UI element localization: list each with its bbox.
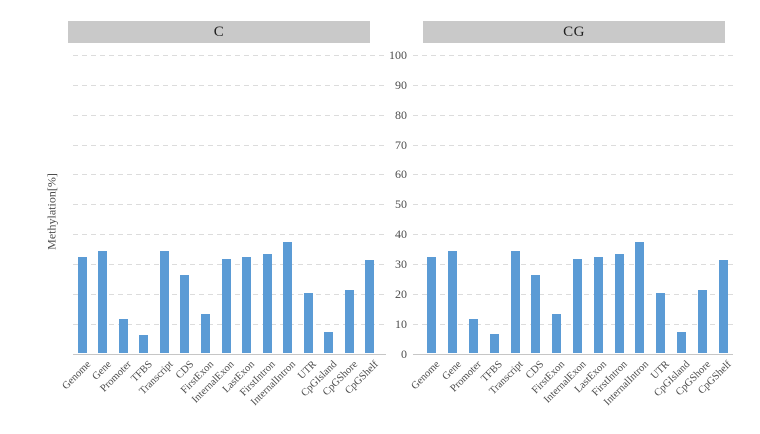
bar-c-tfbs bbox=[139, 334, 149, 354]
y-tick-label: 100 bbox=[389, 48, 407, 62]
bar-c-internalintron bbox=[283, 242, 293, 354]
bar-c-cds bbox=[180, 274, 190, 354]
gridline bbox=[413, 174, 733, 175]
y-tick-label: 50 bbox=[395, 197, 407, 212]
y-tick-label: 30 bbox=[395, 256, 407, 271]
y-tick-label: 20 bbox=[395, 286, 407, 301]
bar-c-lastexon bbox=[242, 257, 252, 354]
gridline bbox=[73, 55, 386, 56]
x-axis-line bbox=[413, 354, 733, 355]
bar-cg-firstexon bbox=[552, 313, 562, 354]
bar-cg-lastexon bbox=[593, 257, 603, 354]
bar-cg-internalintron bbox=[635, 241, 645, 354]
gridline bbox=[73, 145, 386, 146]
gridline bbox=[413, 234, 733, 235]
bar-c-internalexon bbox=[221, 259, 231, 354]
bar-cg-utr bbox=[656, 292, 666, 354]
y-tick-label: 60 bbox=[395, 167, 407, 182]
bar-cg-cds bbox=[531, 274, 541, 354]
x-axis-line bbox=[73, 354, 386, 355]
bar-cg-gene bbox=[448, 250, 458, 354]
panel-header-cg: CG bbox=[423, 21, 725, 43]
gridline bbox=[73, 174, 386, 175]
y-tick-label: 0 bbox=[401, 346, 407, 361]
gridline bbox=[413, 204, 733, 205]
panel-header-cg-label: CG bbox=[563, 23, 585, 40]
gridline bbox=[73, 115, 386, 116]
bar-c-utr bbox=[303, 293, 313, 354]
panel-header-c-label: C bbox=[213, 23, 225, 40]
y-tick-label: 40 bbox=[395, 227, 407, 242]
bar-c-cpgisland bbox=[324, 332, 334, 354]
bar-cg-cpgshelf bbox=[718, 260, 728, 354]
y-tick-label: 70 bbox=[395, 137, 407, 152]
gridline bbox=[413, 55, 733, 56]
bar-cg-promoter bbox=[469, 318, 478, 354]
gridline bbox=[73, 204, 386, 205]
bar-cg-transcript bbox=[510, 250, 520, 354]
bar-cg-cpgshore bbox=[697, 289, 707, 354]
panel-header-c: C bbox=[68, 21, 370, 43]
gridline bbox=[413, 145, 733, 146]
bar-c-firstintron bbox=[262, 254, 272, 354]
bar-c-genome bbox=[77, 257, 87, 354]
bar-cg-tfbs bbox=[489, 334, 499, 354]
gridline bbox=[413, 115, 733, 116]
bar-c-firstexon bbox=[200, 313, 210, 354]
bar-c-cpgshore bbox=[344, 290, 354, 354]
bar-c-promoter bbox=[118, 318, 128, 354]
y-tick-label: 90 bbox=[395, 77, 407, 92]
bar-c-transcript bbox=[159, 250, 169, 354]
bar-cg-genome bbox=[427, 257, 437, 354]
bar-c-cpgshelf bbox=[365, 260, 375, 354]
y-tick-label: 10 bbox=[395, 316, 407, 331]
gridline bbox=[73, 85, 386, 86]
bar-cg-internalexon bbox=[573, 259, 582, 354]
gridline bbox=[413, 85, 733, 86]
bar-cg-cpgisland bbox=[677, 331, 686, 354]
bar-c-gene bbox=[98, 251, 108, 354]
gridline bbox=[73, 234, 386, 235]
bar-cg-firstintron bbox=[614, 253, 624, 354]
y-tick-label: 80 bbox=[395, 107, 407, 122]
x-tick-label: Genome bbox=[409, 359, 443, 392]
